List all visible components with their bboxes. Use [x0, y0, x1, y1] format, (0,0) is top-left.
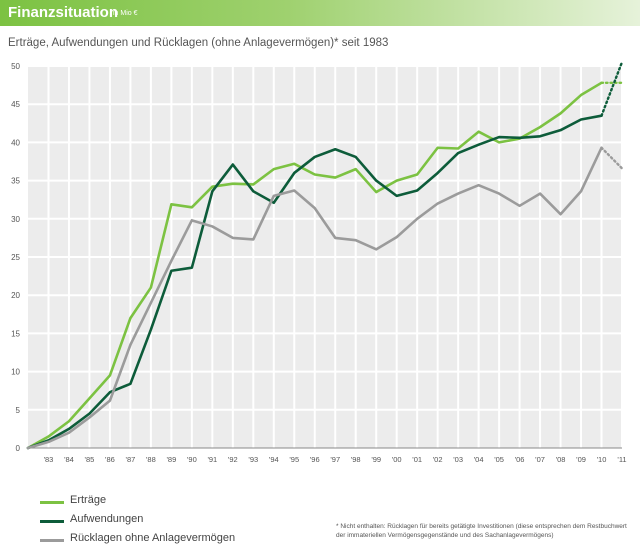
x-tick-label: '92	[228, 455, 238, 464]
x-tick-label: '03	[453, 455, 463, 464]
x-tick-label: '01	[412, 455, 422, 464]
footnote: * Nicht enthalten: Rücklagen für bereits…	[336, 523, 627, 539]
y-tick-label: 0	[16, 444, 21, 453]
x-tick-label: '99	[371, 455, 381, 464]
x-tick-label: '09	[576, 455, 586, 464]
y-tick-label: 15	[11, 329, 20, 338]
series-line	[26, 81, 603, 450]
x-tick-label: '88	[146, 455, 156, 464]
legend-swatch	[40, 501, 64, 504]
legend-label: Aufwendungen	[70, 513, 144, 525]
series-projection-line	[600, 60, 624, 117]
legend-label: Rücklagen ohne Anlagevermögen	[70, 532, 236, 544]
x-tick-label: '90	[187, 455, 197, 464]
y-tick-label: 45	[11, 100, 20, 109]
x-tick-label: '85	[85, 455, 95, 464]
x-tick-label: '08	[556, 455, 566, 464]
x-tick-label: '91	[207, 455, 217, 464]
x-tick-label: '89	[166, 455, 176, 464]
x-tick-label: '98	[351, 455, 361, 464]
line-chart: 0 5 10 15 20 25 30 35 40 45 50 '83 '84 '85 '86 '87 '88 '8…	[11, 60, 627, 464]
x-tick-label: '95	[289, 455, 299, 464]
x-tick-label: '11	[617, 455, 626, 464]
x-tick-label: '00	[392, 455, 402, 464]
x-tick-label: '06	[515, 455, 525, 464]
header-bar: Finanzsituation in Mio €	[0, 0, 640, 26]
y-tick-label: 20	[11, 291, 20, 300]
x-tick-label: '87	[126, 455, 136, 464]
chart-subtitle: Erträge, Aufwendungen und Rücklagen (ohn…	[8, 37, 389, 49]
unit-label: in Mio €	[113, 10, 138, 17]
x-tick-label: '05	[494, 455, 504, 464]
series-line	[26, 146, 603, 450]
x-tick-label: '02	[433, 455, 443, 464]
legend-label: Erträge	[70, 494, 107, 506]
x-tick-label: '93	[248, 455, 258, 464]
x-tick-label: '10	[597, 455, 607, 464]
y-tick-label: 10	[11, 368, 20, 377]
y-tick-label: 30	[11, 215, 20, 224]
x-tick-label: '83	[44, 455, 54, 464]
x-tick-label: '04	[474, 455, 484, 464]
series-line	[26, 114, 603, 450]
legend-swatch	[40, 539, 64, 542]
y-tick-label: 35	[11, 177, 20, 186]
x-tick-label: '94	[269, 455, 279, 464]
x-tick-label: '97	[330, 455, 340, 464]
legend-swatch	[40, 520, 64, 523]
y-tick-label: 5	[16, 406, 21, 415]
x-tick-label: '07	[535, 455, 545, 464]
series-projection-line	[600, 146, 624, 170]
y-tick-label: 25	[11, 253, 20, 262]
y-tick-label: 50	[11, 62, 20, 71]
x-tick-label: '86	[105, 455, 115, 464]
x-tick-label: '96	[310, 455, 320, 464]
x-tick-label: '84	[64, 455, 74, 464]
y-tick-label: 40	[11, 138, 20, 147]
page-title: Finanzsituation	[8, 4, 118, 21]
